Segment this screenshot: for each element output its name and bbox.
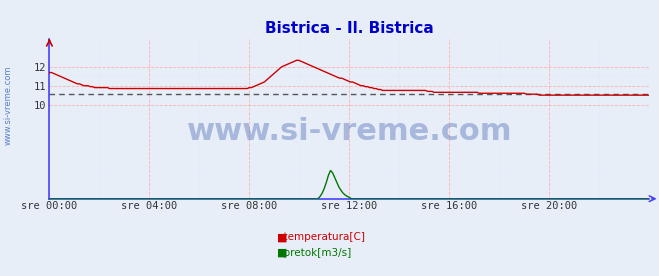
Text: pretok[m3/s]: pretok[m3/s]	[277, 248, 351, 258]
Text: ■: ■	[277, 232, 287, 242]
Text: ■: ■	[277, 248, 287, 258]
Text: www.si-vreme.com: www.si-vreme.com	[3, 65, 13, 145]
Title: Bistrica - Il. Bistrica: Bistrica - Il. Bistrica	[265, 21, 434, 36]
Text: temperatura[C]: temperatura[C]	[277, 232, 365, 242]
Text: www.si-vreme.com: www.si-vreme.com	[186, 117, 512, 146]
